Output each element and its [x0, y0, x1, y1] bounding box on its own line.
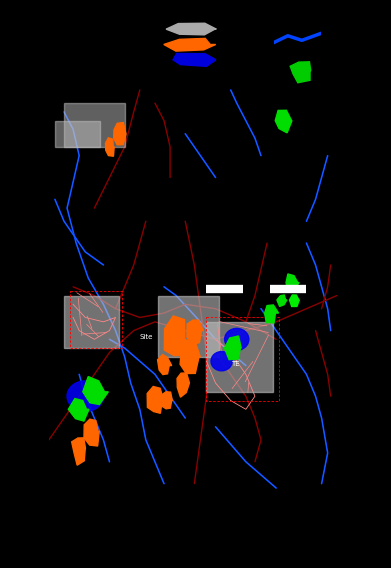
- Text: KEY: KEY: [295, 14, 319, 24]
- Polygon shape: [290, 62, 311, 83]
- Polygon shape: [180, 340, 200, 374]
- Polygon shape: [68, 399, 89, 421]
- Polygon shape: [114, 123, 126, 145]
- Polygon shape: [83, 377, 108, 404]
- Text: buildings: buildings: [239, 24, 280, 34]
- Bar: [206, 322, 273, 392]
- Polygon shape: [147, 386, 164, 414]
- Ellipse shape: [211, 352, 232, 371]
- Text: TE: TE: [231, 361, 239, 366]
- Text: dumps: dumps: [239, 40, 269, 49]
- Bar: [158, 295, 219, 357]
- Polygon shape: [166, 23, 216, 35]
- Ellipse shape: [224, 328, 249, 350]
- Text: Site: Site: [140, 335, 153, 340]
- Polygon shape: [177, 373, 190, 397]
- Polygon shape: [289, 295, 299, 307]
- Polygon shape: [187, 320, 203, 344]
- Polygon shape: [275, 110, 292, 133]
- Polygon shape: [72, 438, 86, 465]
- Polygon shape: [164, 316, 185, 356]
- Polygon shape: [161, 392, 172, 409]
- Ellipse shape: [67, 381, 103, 411]
- Polygon shape: [84, 419, 99, 446]
- Text: ponds: ponds: [239, 55, 266, 64]
- Bar: [64, 103, 125, 147]
- Polygon shape: [164, 39, 216, 51]
- Text: roads: roads: [239, 68, 264, 77]
- Polygon shape: [224, 336, 241, 360]
- Bar: [64, 295, 118, 348]
- Polygon shape: [106, 138, 114, 156]
- Polygon shape: [158, 354, 172, 374]
- Polygon shape: [173, 53, 216, 66]
- Bar: [55, 120, 100, 147]
- Polygon shape: [265, 305, 278, 323]
- Polygon shape: [286, 274, 299, 291]
- Polygon shape: [277, 295, 287, 306]
